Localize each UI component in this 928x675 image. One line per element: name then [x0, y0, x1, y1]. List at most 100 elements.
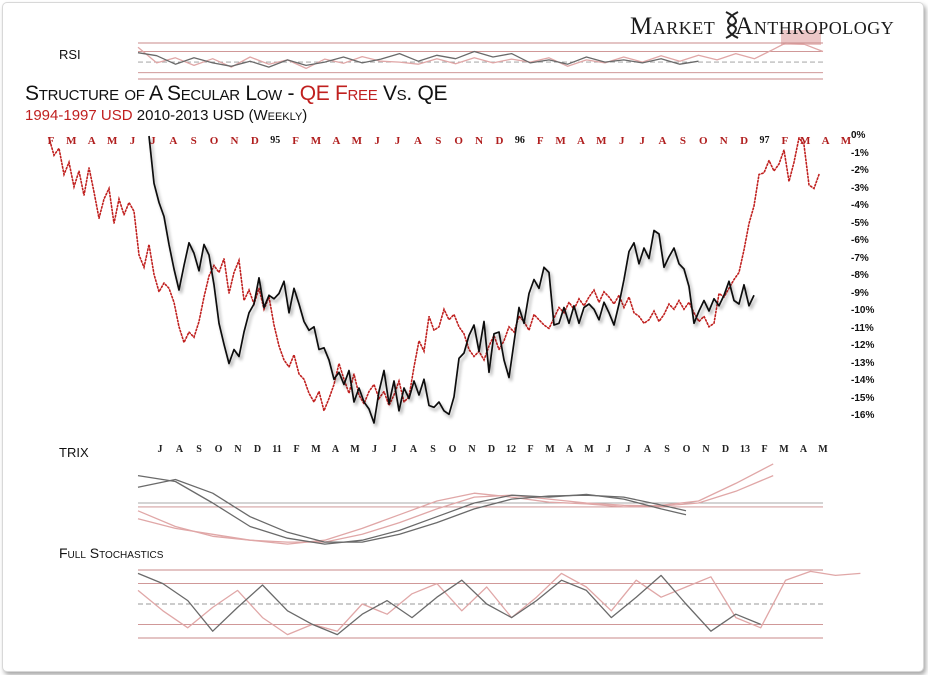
trix-series-line [137, 475, 774, 543]
bottom-month-label: A [643, 444, 652, 455]
bottom-month-label: A [565, 444, 574, 455]
bottom-month-label: J [372, 444, 377, 455]
bottom-month-label: F [527, 444, 534, 455]
dna-icon [725, 11, 739, 39]
y-tick-label: -13% [851, 357, 875, 369]
top-month-label: A [87, 135, 96, 147]
bottom-month-label: J [606, 444, 611, 455]
bottom-month-label: 11 [272, 444, 282, 455]
trix-series-line [137, 463, 774, 545]
bottom-month-label: F [761, 444, 768, 455]
top-month-label: A [332, 135, 341, 147]
stochastics-label: Full Stochastics [59, 545, 164, 561]
top-month-label: O [454, 135, 463, 147]
top-month-label: M [66, 135, 77, 147]
y-tick-label: 0% [851, 130, 866, 141]
stoch-series-line [137, 570, 861, 636]
top-month-label: M [840, 135, 852, 147]
top-month-label: M [596, 135, 607, 147]
bottom-month-label: J [391, 444, 397, 455]
top-month-label: A [821, 135, 830, 147]
bottom-month-label: M [311, 444, 321, 455]
rsi-overbought-shade [781, 30, 821, 45]
top-month-label: A [413, 135, 422, 147]
top-month-label: A [169, 135, 178, 147]
top-month-label: A [658, 135, 667, 147]
top-month-label: J [619, 135, 625, 147]
top-month-label: 95 [270, 135, 281, 146]
bottom-month-label: D [721, 444, 730, 455]
bottom-month-label: 12 [506, 444, 516, 455]
trix-label: TRIX [59, 445, 89, 460]
chart-title: Structure of A Secular Low - QE Free Vs.… [25, 82, 448, 105]
bottom-month-axis: J A S O N D 11 F M A M J J A S O N D 12 F M A M J J A S O N D 13 F M A M [3, 444, 923, 460]
bottom-month-label: O [682, 444, 691, 455]
y-tick-label: -12% [851, 340, 875, 351]
bottom-month-label: N [234, 444, 242, 455]
bottom-month-label: A [409, 444, 418, 455]
top-month-label: 96 [514, 135, 525, 146]
brand-logo: Market Anthropology [630, 13, 895, 40]
y-tick-label: -4% [851, 200, 869, 211]
rsi-series-line [137, 50, 699, 68]
bottom-month-label: M [779, 444, 789, 455]
rsi-series-line [137, 42, 824, 70]
top-month-label: D [495, 135, 504, 147]
top-month-label: J [374, 135, 380, 147]
bottom-month-label: O [448, 444, 457, 455]
top-month-label: J [129, 135, 136, 147]
series-line-1994-1997 [48, 135, 820, 414]
chart-canvas [48, 30, 861, 639]
y-tick-label: -7% [851, 252, 869, 264]
top-month-label: O [209, 135, 219, 147]
top-month-label: M [800, 135, 811, 147]
y-tick-label: -3% [851, 182, 869, 194]
bottom-month-label: S [664, 444, 670, 455]
bottom-month-label: O [214, 444, 223, 455]
bottom-month-label: 13 [740, 444, 750, 455]
top-month-label: N [719, 135, 728, 147]
chart-subtitle: 1994-1997 USD 2010-2013 USD (Weekly) [25, 107, 308, 124]
y-tick-label: -15% [851, 392, 875, 404]
y-tick-label: -10% [851, 305, 875, 316]
top-month-label: J [150, 135, 156, 147]
top-month-label: M [351, 135, 362, 147]
top-month-label: A [577, 135, 585, 147]
trix-series-line [137, 478, 687, 543]
top-month-label: N [475, 135, 484, 147]
top-month-label: J [394, 135, 401, 147]
bottom-month-label: S [430, 444, 436, 455]
bottom-month-label: A [799, 444, 808, 455]
top-month-label: D [250, 135, 259, 147]
top-month-label: M [310, 135, 322, 147]
y-tick-label: -2% [851, 165, 869, 176]
top-month-label: S [435, 135, 442, 147]
bottom-month-label: D [253, 444, 262, 455]
top-month-label: S [190, 135, 197, 147]
bottom-month-label: M [818, 444, 828, 455]
series-line-2010-2013 [148, 135, 755, 424]
bottom-month-label: A [175, 444, 184, 455]
top-month-label: N [230, 135, 239, 147]
top-month-label: J [639, 135, 645, 147]
top-month-label: M [555, 135, 566, 147]
stoch-series-line [137, 572, 761, 636]
top-month-label: O [699, 135, 708, 147]
bottom-month-label: D [487, 444, 496, 455]
top-month-label: S [679, 135, 686, 147]
top-month-label: F [781, 135, 789, 147]
y-tick-label: -6% [851, 235, 869, 246]
bottom-month-label: M [350, 444, 360, 455]
bottom-month-label: J [625, 444, 631, 455]
top-month-label: F [292, 135, 299, 147]
y-tick-label: -11% [851, 322, 874, 334]
bottom-month-label: N [702, 444, 710, 455]
top-month-axis: F M A M J J A S O N D 95 F M A M J J A S O N D 96 F M A M J J A S O N D 97 F… [3, 135, 923, 151]
y-tick-label: -5% [851, 217, 869, 229]
bottom-month-label: N [468, 444, 476, 455]
y-tick-label: -16% [851, 410, 875, 421]
top-month-label: F [536, 135, 544, 147]
bottom-month-label: A [331, 444, 340, 455]
y-tick-label: -9% [851, 287, 869, 299]
